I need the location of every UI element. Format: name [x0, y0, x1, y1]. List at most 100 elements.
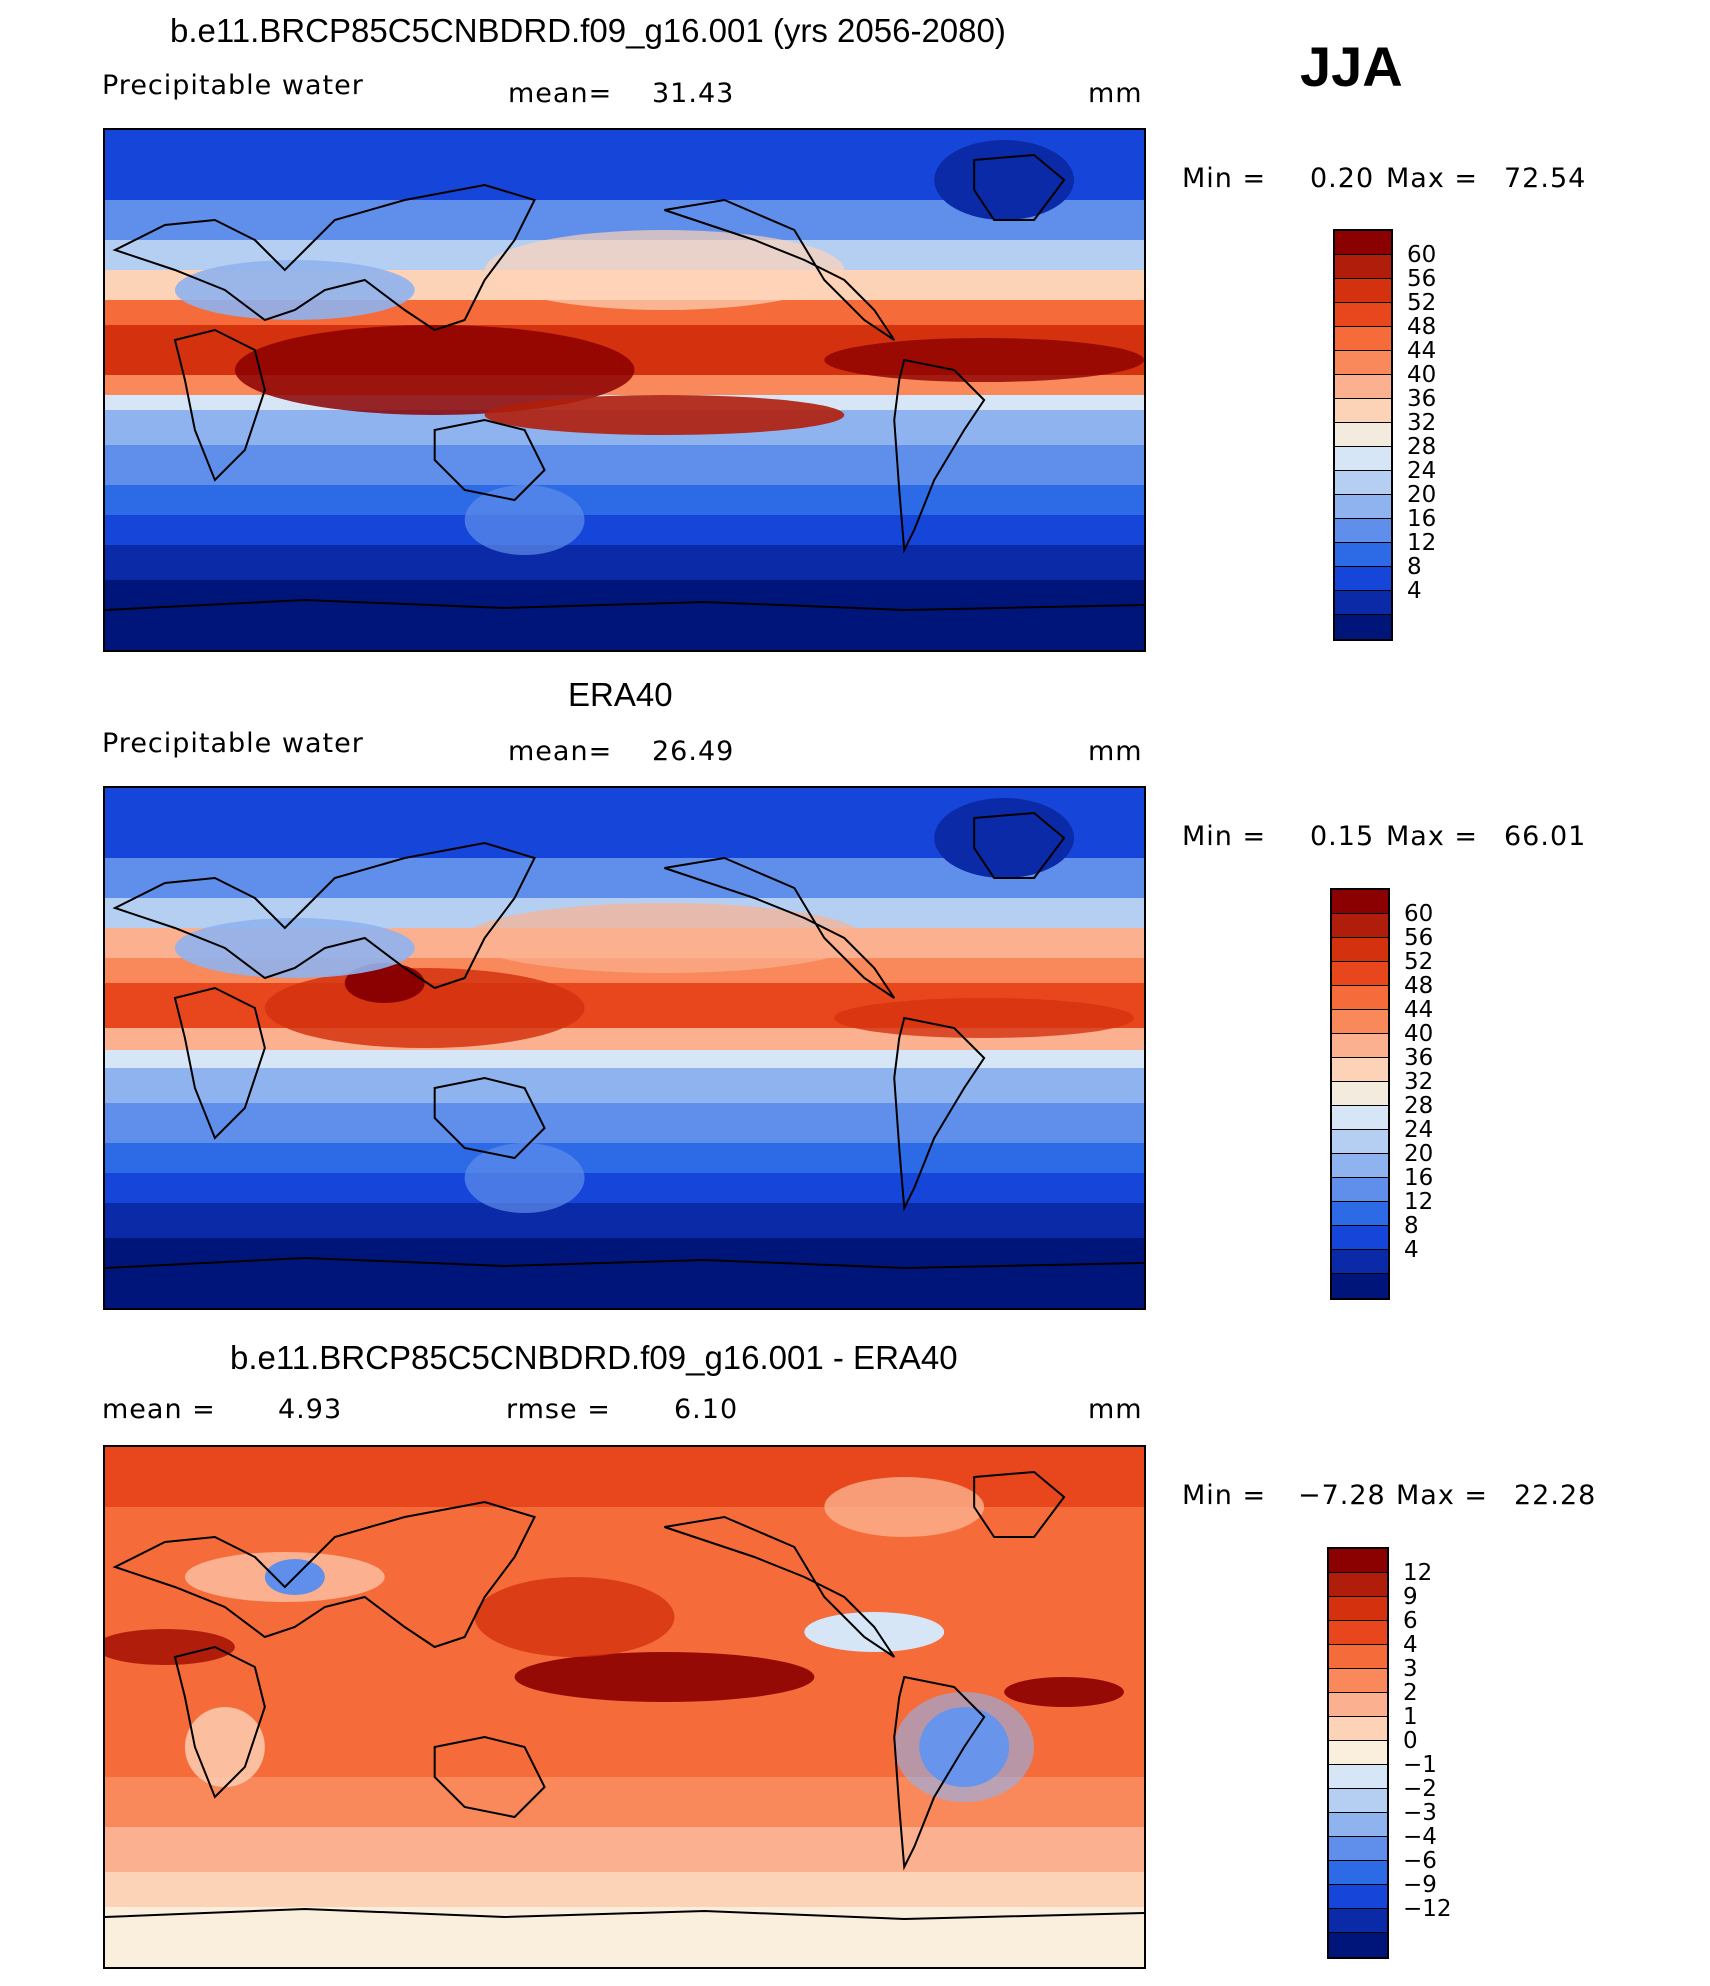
- colorbar-swatch: [1335, 519, 1391, 543]
- panel2-mean-label: mean=: [508, 736, 613, 767]
- colorbar-tick-label: 6: [1403, 1608, 1418, 1634]
- colorbar-swatch: [1332, 962, 1388, 986]
- colorbar-swatch: [1329, 1621, 1387, 1645]
- colorbar-swatch: [1335, 495, 1391, 519]
- colorbar-tick-label: 16: [1404, 1165, 1434, 1191]
- colorbar-swatch: [1335, 351, 1391, 375]
- panel3-min-label: Min =: [1182, 1480, 1267, 1511]
- panel2-max-label: Max =: [1386, 821, 1479, 852]
- panel2-variable: Precipitable water: [102, 728, 364, 759]
- colorbar-tick-label: 44: [1404, 997, 1434, 1023]
- panel3-max-value: 22.28: [1514, 1480, 1597, 1511]
- panel2-units: mm: [1088, 736, 1143, 767]
- colorbar-tick-label: 52: [1404, 949, 1434, 975]
- colorbar-tick-label: 4: [1403, 1632, 1418, 1658]
- colorbar-tick-label: 9: [1403, 1584, 1418, 1610]
- colorbar-swatch: [1332, 938, 1388, 962]
- colorbar-tick-label: 3: [1403, 1656, 1418, 1682]
- colorbar-tick-label: 0: [1403, 1728, 1418, 1754]
- colorbar-tick-label: 8: [1407, 554, 1422, 580]
- colorbar-swatch: [1332, 986, 1388, 1010]
- colorbar-tick-label: 20: [1404, 1141, 1434, 1167]
- colorbar-tick-label: 60: [1404, 901, 1434, 927]
- colorbar-tick-label: 4: [1407, 578, 1422, 604]
- colorbar-tick-label: 2: [1403, 1680, 1418, 1706]
- colorbar-swatch: [1329, 1861, 1387, 1885]
- colorbar-tick-label: −4: [1403, 1824, 1437, 1850]
- colorbar-swatch: [1332, 890, 1388, 914]
- colorbar-swatch: [1332, 914, 1388, 938]
- colorbar-swatch: [1329, 1693, 1387, 1717]
- colorbar-swatch: [1329, 1645, 1387, 1669]
- colorbar-swatch: [1335, 543, 1391, 567]
- panel3-rmse-value: 6.10: [674, 1394, 739, 1425]
- colorbar-tick-label: 24: [1407, 458, 1437, 484]
- colorbar-tick-label: 28: [1407, 434, 1437, 460]
- colorbar-tick-label: −12: [1403, 1896, 1452, 1922]
- panel2-max-value: 66.01: [1504, 821, 1587, 852]
- colorbar-tick-label: 16: [1407, 506, 1437, 532]
- colorbar-swatch: [1335, 399, 1391, 423]
- panel3-rmse-label: rmse =: [506, 1394, 611, 1425]
- panel1-mean-value: 31.43: [652, 78, 735, 109]
- colorbar-swatch: [1332, 1202, 1388, 1226]
- colorbar-tick-label: 4: [1404, 1237, 1419, 1263]
- colorbar-swatch: [1329, 1669, 1387, 1693]
- colorbar-swatch: [1329, 1909, 1387, 1933]
- colorbar-tick-label: 24: [1404, 1117, 1434, 1143]
- panel1-mean-label: mean=: [508, 78, 613, 109]
- colorbar-tick-label: 60: [1407, 242, 1437, 268]
- colorbar-tick-label: 40: [1407, 362, 1437, 388]
- colorbar-tick-label: 1: [1403, 1704, 1418, 1730]
- colorbar-swatch: [1335, 255, 1391, 279]
- colorbar-swatch: [1335, 447, 1391, 471]
- colorbar-swatch: [1335, 471, 1391, 495]
- panel2-title: ERA40: [568, 676, 673, 713]
- colorbar-swatch: [1335, 567, 1391, 591]
- panel3-colorbar: [1327, 1547, 1389, 1959]
- colorbar-tick-label: 56: [1407, 266, 1437, 292]
- colorbar-swatch: [1332, 1058, 1388, 1082]
- colorbar-swatch: [1329, 1573, 1387, 1597]
- colorbar-swatch: [1332, 1010, 1388, 1034]
- panel2-mean-value: 26.49: [652, 736, 735, 767]
- panel2-min-label: Min =: [1182, 821, 1267, 852]
- panel1-colorbar: [1333, 229, 1393, 641]
- colorbar-swatch: [1329, 1789, 1387, 1813]
- panel3-mean-label: mean =: [102, 1394, 216, 1425]
- panel1-map: [103, 128, 1146, 652]
- panel1-max-value: 72.54: [1504, 163, 1587, 194]
- panel1-max-label: Max =: [1386, 163, 1479, 194]
- panel3-min-value: −7.28: [1298, 1480, 1386, 1511]
- colorbar-tick-label: 52: [1407, 290, 1437, 316]
- colorbar-swatch: [1329, 1549, 1387, 1573]
- panel1-variable: Precipitable water: [102, 70, 364, 101]
- colorbar-swatch: [1335, 327, 1391, 351]
- season-label: JJA: [1300, 35, 1403, 98]
- colorbar-tick-label: −2: [1403, 1776, 1437, 1802]
- colorbar-tick-label: 48: [1407, 314, 1437, 340]
- colorbar-tick-label: 44: [1407, 338, 1437, 364]
- colorbar-tick-label: −1: [1403, 1752, 1437, 1778]
- colorbar-tick-label: 36: [1404, 1045, 1434, 1071]
- colorbar-tick-label: −9: [1403, 1872, 1437, 1898]
- colorbar-swatch: [1329, 1717, 1387, 1741]
- colorbar-tick-label: 48: [1404, 973, 1434, 999]
- colorbar-swatch: [1332, 1226, 1388, 1250]
- panel3-map: [103, 1445, 1146, 1969]
- colorbar-swatch: [1332, 1130, 1388, 1154]
- colorbar-swatch: [1335, 423, 1391, 447]
- colorbar-tick-label: 12: [1407, 530, 1437, 556]
- colorbar-swatch: [1329, 1813, 1387, 1837]
- colorbar-swatch: [1332, 1178, 1388, 1202]
- colorbar-swatch: [1335, 591, 1391, 615]
- colorbar-tick-label: 40: [1404, 1021, 1434, 1047]
- colorbar-swatch: [1329, 1933, 1387, 1957]
- colorbar-swatch: [1329, 1741, 1387, 1765]
- colorbar-swatch: [1332, 1274, 1388, 1298]
- colorbar-tick-label: 20: [1407, 482, 1437, 508]
- colorbar-tick-label: −3: [1403, 1800, 1437, 1826]
- panel1-min-label: Min =: [1182, 163, 1267, 194]
- colorbar-swatch: [1329, 1597, 1387, 1621]
- panel2-colorbar: [1330, 888, 1390, 1300]
